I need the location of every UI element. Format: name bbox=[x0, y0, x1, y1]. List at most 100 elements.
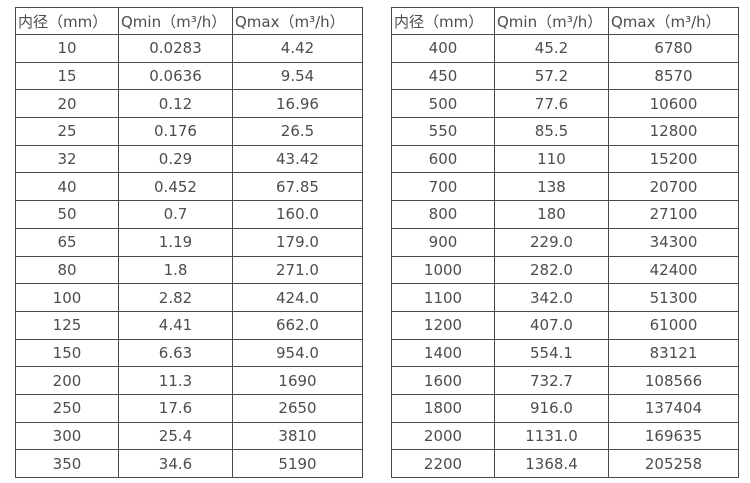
table-cell: 51300 bbox=[608, 283, 739, 312]
table-cell: 600 bbox=[391, 144, 495, 174]
column-header: 内径（mm） bbox=[391, 7, 495, 35]
table-cell: 25.4 bbox=[118, 421, 233, 451]
table-cell: 50 bbox=[15, 200, 119, 229]
table-cell: 57.2 bbox=[494, 61, 609, 91]
table-cell: 16.96 bbox=[232, 89, 363, 119]
table-cell: 150 bbox=[15, 338, 119, 368]
table-cell: 271.0 bbox=[232, 255, 363, 285]
table-cell: 424.0 bbox=[232, 283, 363, 312]
table-cell: 67.85 bbox=[232, 172, 363, 202]
table-cell: 0.7 bbox=[118, 200, 233, 229]
table-cell: 65 bbox=[15, 227, 119, 257]
table-row: 350 34.6 5190 bbox=[15, 449, 363, 478]
table-cell: 1131.0 bbox=[494, 421, 609, 451]
table-cell: 17.6 bbox=[118, 393, 233, 423]
table-cell: 9.54 bbox=[232, 61, 363, 91]
table-cell: 250 bbox=[15, 393, 119, 423]
table-cell: 1690 bbox=[232, 366, 363, 395]
table-cell: 550 bbox=[391, 117, 495, 146]
table-row: 1600 732.7 108566 bbox=[391, 366, 739, 395]
table-row: 65 1.19 179.0 bbox=[15, 227, 363, 257]
table-cell: 800 bbox=[391, 200, 495, 229]
table-cell: 10 bbox=[15, 34, 119, 63]
table-cell: 3810 bbox=[232, 421, 363, 451]
table-cell: 8570 bbox=[608, 61, 739, 91]
table-row: 1800 916.0 137404 bbox=[391, 393, 739, 423]
table-row: 1200 407.0 61000 bbox=[391, 310, 739, 340]
table-row: 600 110 15200 bbox=[391, 144, 739, 174]
table-cell: 0.12 bbox=[118, 89, 233, 119]
table-cell: 554.1 bbox=[494, 338, 609, 368]
table-cell: 732.7 bbox=[494, 366, 609, 395]
table-cell: 15200 bbox=[608, 144, 739, 174]
flow-spec-table-large-diameters: 内径（mm） Qmin（m³/h） Qmax（m³/h） 400 45.2 6780 450… bbox=[391, 7, 739, 478]
table-row: 10 0.0283 4.42 bbox=[15, 34, 363, 63]
header-row: 内径（mm） Qmin（m³/h） Qmax（m³/h） bbox=[391, 7, 739, 35]
table-row: 300 25.4 3810 bbox=[15, 421, 363, 451]
table-cell: 1.19 bbox=[118, 227, 233, 257]
table-cell: 138 bbox=[494, 172, 609, 202]
table-cell: 10600 bbox=[608, 89, 739, 119]
table-cell: 1600 bbox=[391, 366, 495, 395]
table-cell: 1800 bbox=[391, 393, 495, 423]
column-header: Qmax（m³/h） bbox=[232, 7, 363, 35]
table-cell: 100 bbox=[15, 283, 119, 312]
table-cell: 2200 bbox=[391, 449, 495, 478]
table-cell: 6780 bbox=[608, 34, 739, 63]
table-cell: 137404 bbox=[608, 393, 739, 423]
table-cell: 0.29 bbox=[118, 144, 233, 174]
table-cell: 700 bbox=[391, 172, 495, 202]
table-row: 2200 1368.4 205258 bbox=[391, 449, 739, 478]
table-cell: 12800 bbox=[608, 117, 739, 146]
table-cell: 32 bbox=[15, 144, 119, 174]
table-cell: 400 bbox=[391, 34, 495, 63]
table-row: 450 57.2 8570 bbox=[391, 61, 739, 91]
table-cell: 40 bbox=[15, 172, 119, 202]
table-row: 50 0.7 160.0 bbox=[15, 200, 363, 229]
table-cell: 43.42 bbox=[232, 144, 363, 174]
table-cell: 108566 bbox=[608, 366, 739, 395]
table-row: 150 6.63 954.0 bbox=[15, 338, 363, 368]
table-cell: 160.0 bbox=[232, 200, 363, 229]
table-row: 125 4.41 662.0 bbox=[15, 310, 363, 340]
table-cell: 4.41 bbox=[118, 310, 233, 340]
table-cell: 2000 bbox=[391, 421, 495, 451]
table-cell: 2.82 bbox=[118, 283, 233, 312]
table-cell: 42400 bbox=[608, 255, 739, 285]
table-cell: 85.5 bbox=[494, 117, 609, 146]
table-row: 100 2.82 424.0 bbox=[15, 283, 363, 312]
table-row: 32 0.29 43.42 bbox=[15, 144, 363, 174]
table-cell: 342.0 bbox=[494, 283, 609, 312]
table-cell: 282.0 bbox=[494, 255, 609, 285]
table-row: 1000 282.0 42400 bbox=[391, 255, 739, 285]
table-cell: 34300 bbox=[608, 227, 739, 257]
table-cell: 900 bbox=[391, 227, 495, 257]
table-cell: 169635 bbox=[608, 421, 739, 451]
table-row: 700 138 20700 bbox=[391, 172, 739, 202]
table-row: 500 77.6 10600 bbox=[391, 89, 739, 119]
table-cell: 407.0 bbox=[494, 310, 609, 340]
table-row: 25 0.176 26.5 bbox=[15, 117, 363, 146]
table-cell: 350 bbox=[15, 449, 119, 478]
table-cell: 6.63 bbox=[118, 338, 233, 368]
table-cell: 125 bbox=[15, 310, 119, 340]
table-cell: 0.0636 bbox=[118, 61, 233, 91]
table-row: 550 85.5 12800 bbox=[391, 117, 739, 146]
table-cell: 0.0283 bbox=[118, 34, 233, 63]
table-row: 900 229.0 34300 bbox=[391, 227, 739, 257]
column-header: 内径（mm） bbox=[15, 7, 119, 35]
table-cell: 1400 bbox=[391, 338, 495, 368]
table-cell: 5190 bbox=[232, 449, 363, 478]
table-row: 80 1.8 271.0 bbox=[15, 255, 363, 285]
table-cell: 25 bbox=[15, 117, 119, 146]
table-row: 1400 554.1 83121 bbox=[391, 338, 739, 368]
table-cell: 61000 bbox=[608, 310, 739, 340]
table-cell: 500 bbox=[391, 89, 495, 119]
table-row: 15 0.0636 9.54 bbox=[15, 61, 363, 91]
table-row: 2000 1131.0 169635 bbox=[391, 421, 739, 451]
table-cell: 179.0 bbox=[232, 227, 363, 257]
table-row: 1100 342.0 51300 bbox=[391, 283, 739, 312]
table-cell: 916.0 bbox=[494, 393, 609, 423]
table-cell: 26.5 bbox=[232, 117, 363, 146]
